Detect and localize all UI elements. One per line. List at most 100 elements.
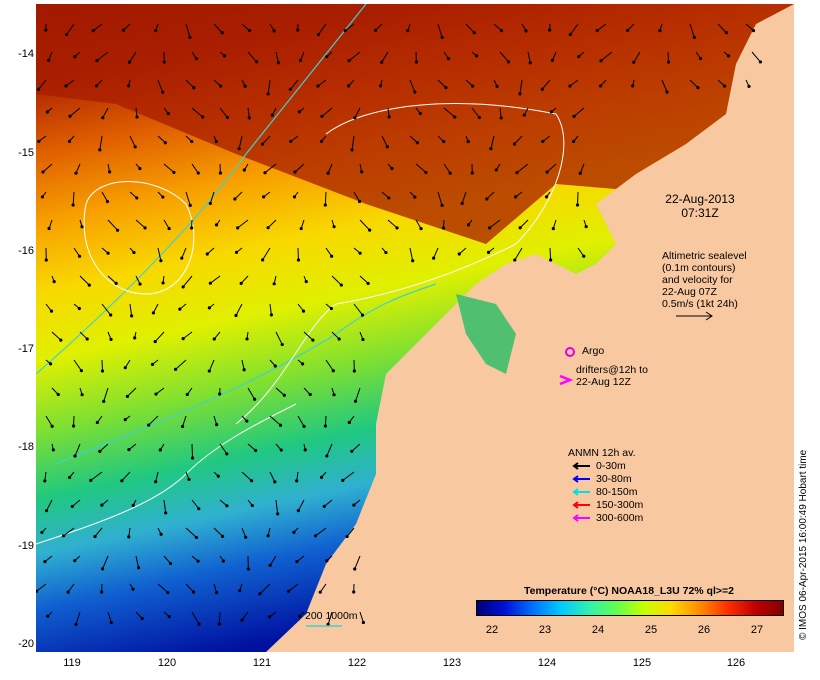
velocity-arrow-head — [299, 226, 303, 231]
velocity-arrow — [73, 247, 80, 257]
velocity-arrow-head — [415, 141, 419, 145]
velocity-arrow-head — [47, 226, 51, 231]
velocity-arrow-head — [460, 201, 464, 205]
velocity-arrow — [288, 583, 299, 592]
velocity-arrow — [209, 191, 215, 204]
velocity-arrow-head — [127, 535, 131, 539]
velocity-arrow — [102, 107, 109, 118]
velocity-arrow-head — [154, 480, 158, 484]
velocity-arrow-head — [218, 392, 222, 396]
velocity-arrow-head — [477, 115, 481, 120]
velocity-arrow-head — [350, 449, 354, 453]
velocity-arrow-head — [138, 282, 142, 286]
velocity-arrow — [51, 331, 62, 341]
velocity-arrow — [237, 219, 249, 229]
arrow-icon — [572, 462, 590, 470]
velocity-arrow — [267, 219, 277, 229]
velocity-arrow-head — [87, 283, 91, 287]
velocity-arrow-head — [61, 534, 66, 538]
velocity-arrow-head — [153, 339, 157, 344]
velocity-arrow-head — [584, 225, 588, 229]
sst-map — [36, 4, 794, 652]
velocity-arrow-head — [269, 313, 274, 317]
velocity-arrow-head — [74, 171, 78, 175]
arrow-icon — [572, 488, 590, 496]
velocity-arrows — [36, 23, 763, 627]
velocity-arrow-head — [632, 60, 636, 64]
argo-label: Argo — [582, 345, 605, 357]
velocity-arrow-head — [528, 61, 532, 65]
velocity-arrow — [73, 359, 82, 371]
velocity-arrow-head — [444, 86, 448, 90]
velocity-arrow-head — [166, 111, 170, 116]
velocity-arrow-head — [626, 28, 630, 32]
velocity-arrow — [415, 219, 422, 229]
velocity-arrow-head — [64, 33, 69, 37]
velocity-arrow-head — [222, 54, 227, 58]
velocity-arrow-head — [105, 199, 110, 204]
velocity-arrow-head — [173, 367, 178, 371]
velocity-arrow-head — [188, 203, 192, 207]
velocity-arrow — [240, 275, 249, 284]
velocity-arrow-head — [322, 504, 326, 508]
velocity-arrow-head — [93, 534, 97, 539]
velocity-arrow-head — [52, 279, 56, 284]
velocity-arrow-head — [442, 139, 446, 144]
velocity-arrow-head — [471, 84, 475, 88]
velocity-arrow — [323, 499, 333, 507]
arrow-icon — [572, 475, 590, 483]
velocity-arrow — [182, 275, 193, 288]
velocity-arrow-head — [214, 139, 218, 144]
velocity-arrow-head — [242, 368, 246, 372]
velocity-arrow-head — [73, 559, 77, 563]
velocity-arrow-head — [325, 559, 329, 563]
legend-title: ANMN 12h av. — [568, 447, 636, 459]
velocity-arrow-head — [164, 511, 168, 515]
velocity-arrow-head — [413, 90, 417, 94]
lat-tick: -18 — [18, 441, 34, 453]
velocity-arrow-head — [368, 228, 372, 232]
velocity-arrow-head — [522, 113, 526, 117]
legend-item: 30-80m — [572, 473, 632, 485]
velocity-arrow-head — [85, 337, 89, 341]
velocity-arrow — [275, 331, 283, 345]
velocity-arrow-head — [95, 59, 99, 63]
velocity-arrow — [489, 219, 501, 229]
velocity-arrow-head — [43, 559, 47, 564]
velocity-arrow — [269, 303, 272, 315]
colorbar-tick: 27 — [750, 624, 764, 636]
velocity-arrow-head — [36, 589, 39, 593]
velocity-arrow — [745, 23, 754, 31]
velocity-arrow — [516, 163, 529, 174]
velocity-arrow — [689, 79, 699, 88]
velocity-arrow-head — [379, 84, 383, 88]
velocity-arrow-head — [47, 58, 51, 62]
velocity-arrow-head — [341, 478, 345, 482]
velocity-arrow-head — [242, 168, 246, 172]
lat-tick: -19 — [18, 540, 34, 552]
velocity-arrow — [163, 219, 170, 229]
velocity-arrow — [262, 247, 271, 261]
velocity-arrow — [327, 163, 333, 174]
velocity-arrow-head — [296, 509, 300, 513]
velocity-arrow-head — [221, 559, 225, 563]
velocity-arrow-head — [168, 561, 173, 566]
arrow-icon — [572, 501, 590, 509]
velocity-arrow — [74, 443, 81, 457]
velocity-arrow-head — [513, 258, 517, 262]
velocity-arrow-head — [326, 622, 330, 627]
velocity-arrow — [247, 51, 257, 63]
velocity-arrow-head — [380, 60, 384, 64]
velocity-arrow — [355, 387, 361, 402]
velocity-arrow-head — [159, 532, 163, 536]
velocity-arrow-head — [36, 87, 41, 91]
velocity-arrow-head — [190, 456, 195, 460]
velocity-arrow-head — [595, 29, 599, 33]
velocity-arrow — [42, 163, 53, 173]
velocity-arrow — [354, 107, 361, 118]
velocity-arrow-head — [514, 195, 518, 199]
drifters-label: drifters@12h to 22-Aug 12Z — [576, 364, 648, 388]
velocity-arrow-head — [499, 116, 503, 120]
velocity-arrow — [577, 247, 585, 257]
velocity-arrow-head — [361, 620, 366, 625]
